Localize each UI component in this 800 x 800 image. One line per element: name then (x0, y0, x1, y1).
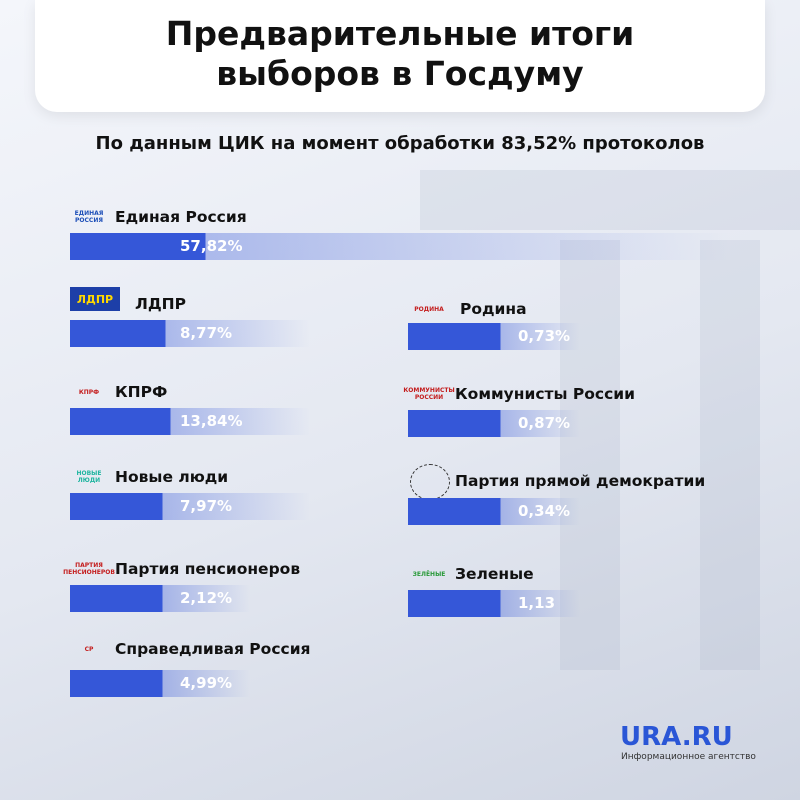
result-bar (408, 323, 580, 350)
result-value: 0,73% (518, 327, 571, 345)
result-bar (408, 410, 580, 437)
title-line: Предварительные итоги (165, 14, 635, 53)
result-bar (70, 585, 250, 612)
title-line: выборов в Госдуму (216, 54, 584, 93)
party-logo: СР (84, 645, 94, 653)
party-name: Единая Россия (115, 208, 247, 226)
party-name: Родина (460, 300, 527, 318)
result-bar (70, 233, 730, 260)
party-name: ЛДПР (135, 295, 187, 313)
result-value: 0,87% (518, 414, 571, 432)
party-logo: КПРФ (78, 388, 100, 396)
party-logo: ЗЕЛЁНЫЕ (412, 570, 446, 578)
party-name: Справедливая Россия (115, 640, 311, 658)
result-value: 57,82% (180, 237, 243, 255)
party-name: КПРФ (115, 383, 168, 401)
result-value: 4,99% (180, 674, 233, 692)
party-name: Партия пенсионеров (115, 560, 301, 578)
result-bar (70, 408, 310, 435)
result-bar (70, 493, 310, 520)
column-decoration (700, 240, 760, 670)
brand-logo: URA.RU (620, 722, 733, 752)
result-value: 1,13 (518, 594, 556, 612)
party-name: Партия прямой демократии (455, 472, 706, 490)
party-logo: ПАРТИЯ ПЕНСИОНЕРОВ (63, 562, 115, 576)
subtitle: По данным ЦИК на момент обработки 83,52%… (95, 133, 705, 154)
result-value: 13,84% (180, 412, 243, 430)
party-logo: КОММУНИСТЫ РОССИИ (403, 387, 455, 401)
result-value: 7,97% (180, 497, 233, 515)
result-bar (70, 670, 250, 697)
party-logo: ЕДИНАЯ РОССИЯ (74, 210, 104, 224)
result-bar (70, 320, 310, 347)
result-value: 0,34% (518, 502, 571, 520)
party-name: Коммунисты России (455, 385, 636, 403)
party-logo (410, 464, 450, 500)
party-logo: НОВЫЕ ЛЮДИ (76, 470, 102, 484)
result-value: 2,12% (180, 589, 233, 607)
party-name: Зеленые (455, 565, 534, 583)
party-logo: РОДИНА (414, 305, 444, 313)
result-bar (408, 498, 580, 525)
pediment-decoration (420, 170, 800, 230)
header: Предварительные итоги выборов в Госдуму (35, 0, 765, 112)
party-logo: ЛДПР (70, 287, 120, 311)
result-bar (408, 590, 580, 617)
brand-tagline: Информационное агентство (621, 752, 756, 762)
result-value: 8,77% (180, 324, 233, 342)
party-name: Новые люди (115, 468, 229, 486)
